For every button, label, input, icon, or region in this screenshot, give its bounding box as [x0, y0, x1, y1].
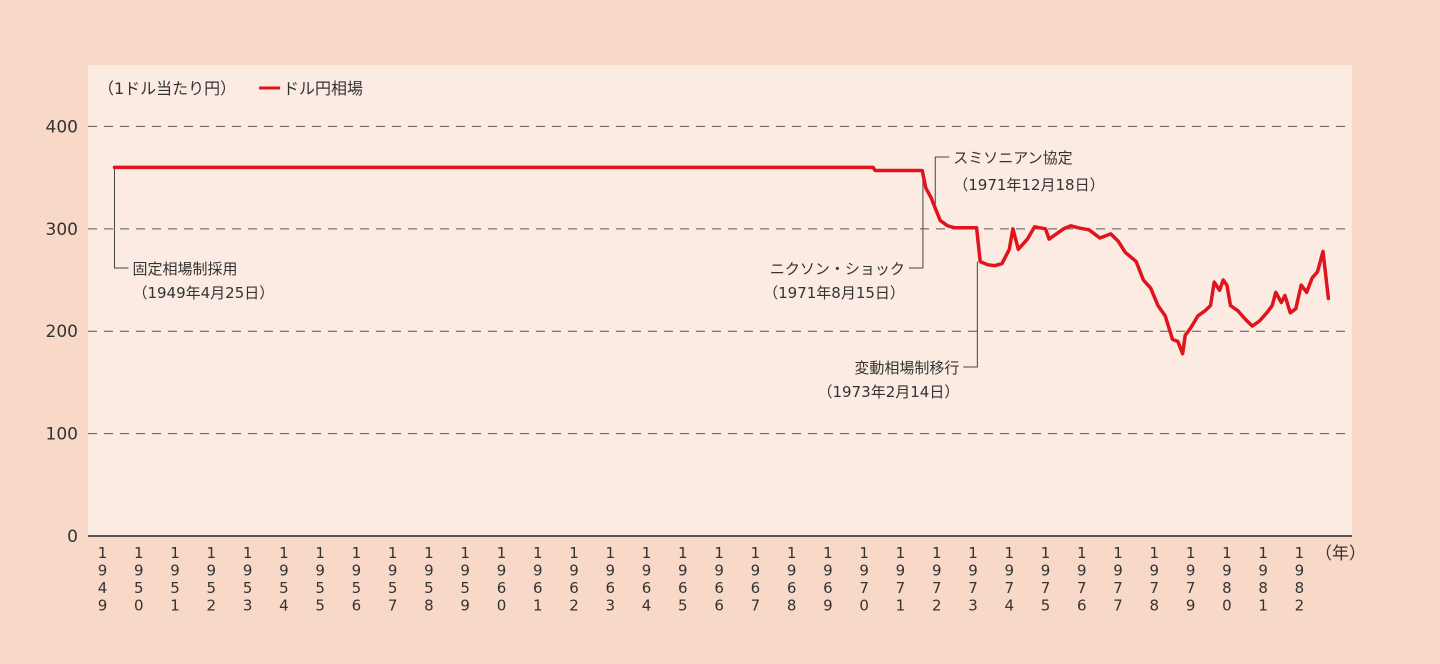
y-tick-label: 0 [67, 527, 78, 547]
x-axis-unit-label: （年） [1315, 544, 1366, 564]
annotation-label: ニクソン・ショック [770, 260, 905, 278]
annotation-label: スミソニアン協定 [953, 149, 1072, 167]
annotation-floating-rate: 変動相場制移行 （1973年2月14日） [818, 261, 978, 401]
annotation-date: （1973年2月14日） [818, 383, 960, 401]
annotation-leader [934, 156, 950, 209]
axes: 0 100 200 300 400 1 9 4 9 1 9 5 0 1 9 5 1 1 9 5 2 1 9 5 3 1 9 5 4 1 9 5… [46, 117, 1352, 615]
annotation-label: 固定相場制採用 [132, 260, 237, 278]
annotations: 固定相場制採用 （1949年4月25日） ニクソン・ショック （1971年8月15日）… [113, 149, 1105, 401]
annotation-date: （1949年4月25日） [132, 284, 274, 302]
annotation-leader [963, 261, 978, 368]
y-tick-label: 100 [46, 425, 78, 445]
annotation-nixon-shock: ニクソン・ショック （1971年8月15日） [763, 170, 924, 302]
annotation-smithsonian: スミソニアン協定 （1971年12月18日） [934, 149, 1105, 209]
annotation-leader [113, 167, 129, 269]
series [112, 165, 1331, 356]
annotation-date: （1971年8月15日） [763, 284, 905, 302]
annotation-date: （1971年12月18日） [953, 176, 1104, 194]
annotation-leader [908, 170, 924, 269]
annotation-label: 変動相場制移行 [854, 359, 959, 377]
y-tick-label: 400 [46, 117, 78, 137]
y-tick-label: 200 [46, 322, 78, 342]
legend: （1ドル当たり円） ドル円相場 [98, 79, 363, 98]
plot-background [88, 65, 1352, 536]
series-line [112, 165, 1331, 356]
grid-lines [88, 125, 1352, 435]
annotation-fixed-rate: 固定相場制採用 （1949年4月25日） [113, 167, 274, 302]
y-tick-label: 300 [46, 220, 78, 240]
legend-label: ドル円相場 [283, 79, 363, 98]
y-axis-unit-label: （1ドル当たり円） [98, 79, 236, 98]
